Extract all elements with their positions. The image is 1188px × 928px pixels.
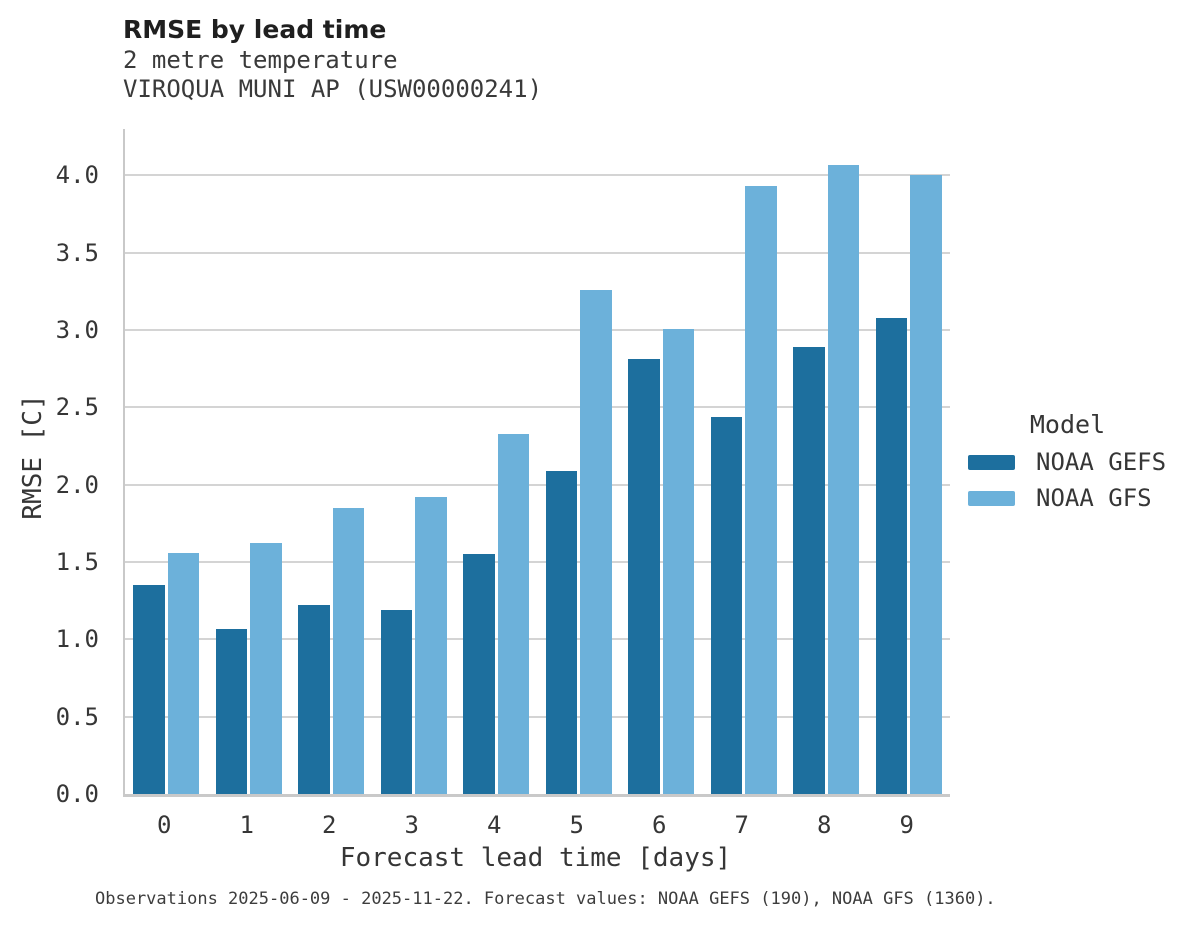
x-tick-label-2: 2 [322,811,337,839]
chart-title: RMSE by lead time [123,15,387,44]
bar-noaa-gefs-lead-6 [628,359,660,794]
bar-group-lead-6 [620,129,703,794]
gridline-y-2.5 [125,406,950,409]
y-tick-label-3.5: 3.5 [55,238,99,267]
y-tick-label-4.0: 4.0 [55,161,99,190]
chart-subtitle-station: VIROQUA MUNI AP (USW00000241) [123,75,543,103]
x-tick-label-5: 5 [569,811,584,839]
bar-noaa-gefs-lead-0 [133,585,165,794]
gridline-y-1.0 [125,638,950,641]
chart-subtitle-variable: 2 metre temperature [123,46,398,74]
bar-noaa-gefs-lead-3 [380,609,413,794]
x-tick-label-8: 8 [817,811,832,839]
x-axis-tick-labels: 0 1 2 3 4 5 6 7 8 9 [123,797,948,839]
gridline-y-3.0 [125,329,950,332]
bar-noaa-gfs-lead-9 [910,175,942,794]
bar-noaa-gfs-lead-1 [250,543,282,794]
legend: Model NOAA GEFS NOAA GFS [968,406,1176,516]
y-tick-label-1.0: 1.0 [55,625,99,654]
bar-noaa-gfs-lead-3 [415,497,447,794]
y-tick-label-0.0: 0.0 [55,780,99,808]
gridline-y-1.5 [125,561,950,564]
x-tick-label-0: 0 [157,811,172,839]
y-tick-label-0.5: 0.5 [55,702,99,731]
legend-entry-noaa-gfs: NOAA GFS [968,480,1176,516]
bar-noaa-gefs-lead-5 [545,470,578,794]
y-tick-label-2.0: 2.0 [55,470,99,499]
legend-swatch-noaa-gfs [968,490,1015,506]
bar-noaa-gfs-lead-6 [662,328,695,794]
legend-entries: NOAA GEFS NOAA GFS [968,444,1176,516]
legend-title: Model [1029,410,1106,439]
x-axis-title: Forecast lead time [days] [339,843,732,873]
y-tick-label-1.5: 1.5 [55,548,99,577]
bar-group-lead-4 [455,129,538,794]
x-tick-label-1: 1 [239,811,254,839]
bar-group-lead-3 [373,129,456,794]
x-tick-label-9: 9 [899,811,914,839]
bar-noaa-gefs-lead-4 [463,554,495,794]
bar-group-lead-0 [125,129,208,794]
bar-noaa-gfs-lead-8 [827,164,860,794]
bar-noaa-gefs-lead-9 [875,317,908,794]
bar-group-lead-2 [290,129,373,794]
bar-group-lead-5 [538,129,621,794]
legend-label: NOAA GFS [1036,484,1152,512]
bar-noaa-gfs-lead-2 [332,507,365,794]
bar-noaa-gefs-lead-1 [215,628,248,794]
x-tick-label-7: 7 [734,811,749,839]
x-tick-label-6: 6 [652,811,667,839]
bar-noaa-gfs-lead-7 [745,186,777,794]
gridline-y-0.5 [125,715,950,718]
legend-swatch-noaa-gefs [968,454,1015,470]
legend-entry-noaa-gefs: NOAA GEFS [968,444,1176,480]
caption: Observations 2025-06-09 - 2025-11-22. Fo… [95,889,996,909]
gridline-y-2.0 [125,483,950,486]
y-tick-label-2.5: 2.5 [55,393,99,422]
bar-group-lead-7 [703,129,786,794]
bar-noaa-gefs-lead-2 [298,605,330,794]
bars-layer [125,129,950,794]
y-axis-tick-labels: 0.0 0.5 1.0 1.5 2.0 2.5 3.0 3.5 4.0 [0,129,99,808]
gridline-y-3.5 [125,251,950,254]
title-block: RMSE by lead time 2 metre temperature VI… [123,14,542,104]
bar-group-lead-1 [208,129,291,794]
y-tick-label-3.0: 3.0 [55,316,99,345]
bar-group-lead-8 [785,129,868,794]
bar-noaa-gefs-lead-7 [710,416,743,794]
bar-noaa-gfs-lead-0 [167,552,200,794]
bar-noaa-gefs-lead-8 [793,347,825,794]
x-tick-label-4: 4 [487,811,502,839]
bar-noaa-gfs-lead-5 [580,289,612,794]
bar-group-lead-9 [868,129,951,794]
bar-noaa-gfs-lead-4 [497,433,530,794]
plot-area [123,129,950,797]
x-tick-label-3: 3 [404,811,419,839]
legend-label: NOAA GEFS [1036,448,1167,476]
gridline-y-4.0 [125,174,950,177]
